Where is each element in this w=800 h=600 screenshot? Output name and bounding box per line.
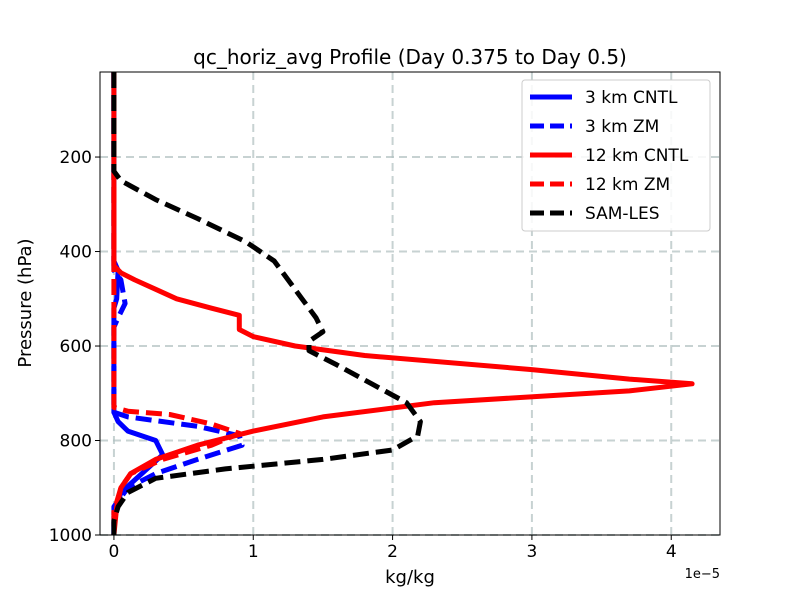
legend-label-2: 3 km ZM bbox=[585, 117, 659, 137]
x-axis-ticks: 0 1 2 3 4 bbox=[109, 535, 677, 562]
y-tick-label: 400 bbox=[60, 243, 92, 263]
x-axis-label: kg/kg bbox=[385, 567, 435, 588]
legend: 3 km CNTL 3 km ZM 12 km CNTL 12 km ZM SAM-LE… bbox=[521, 79, 711, 232]
plot-area-frame bbox=[99, 71, 721, 536]
series-line-3 bbox=[111, 72, 695, 536]
x-tick-label: 2 bbox=[387, 542, 398, 562]
x-tick-label: 4 bbox=[666, 542, 677, 562]
x-tick-label: 0 bbox=[109, 542, 120, 562]
y-axis-ticks: 200 400 600 800 1000 bbox=[49, 148, 100, 546]
x-tick-label: 3 bbox=[526, 542, 537, 562]
legend-frame bbox=[521, 79, 711, 232]
y-tick-label: 1000 bbox=[49, 526, 92, 546]
y-tick-label: 600 bbox=[60, 337, 92, 357]
x-offset-label: 1e−5 bbox=[685, 567, 720, 582]
chart-title: qc_horiz_avg Profile (Day 0.375 to Day 0… bbox=[193, 45, 627, 69]
legend-label-3: 12 km CNTL bbox=[585, 146, 689, 166]
x-tick-label: 1 bbox=[248, 542, 259, 562]
series-layer bbox=[111, 72, 695, 536]
y-axis-label: Pressure (hPa) bbox=[15, 238, 36, 367]
series-line-4 bbox=[111, 72, 242, 535]
legend-label-5: SAM-LES bbox=[585, 204, 660, 224]
y-tick-label: 800 bbox=[60, 432, 92, 452]
legend-label-4: 12 km ZM bbox=[585, 175, 670, 195]
y-tick-label: 200 bbox=[60, 148, 92, 168]
series-line-2 bbox=[111, 72, 245, 535]
legend-label-1: 3 km CNTL bbox=[585, 88, 678, 108]
